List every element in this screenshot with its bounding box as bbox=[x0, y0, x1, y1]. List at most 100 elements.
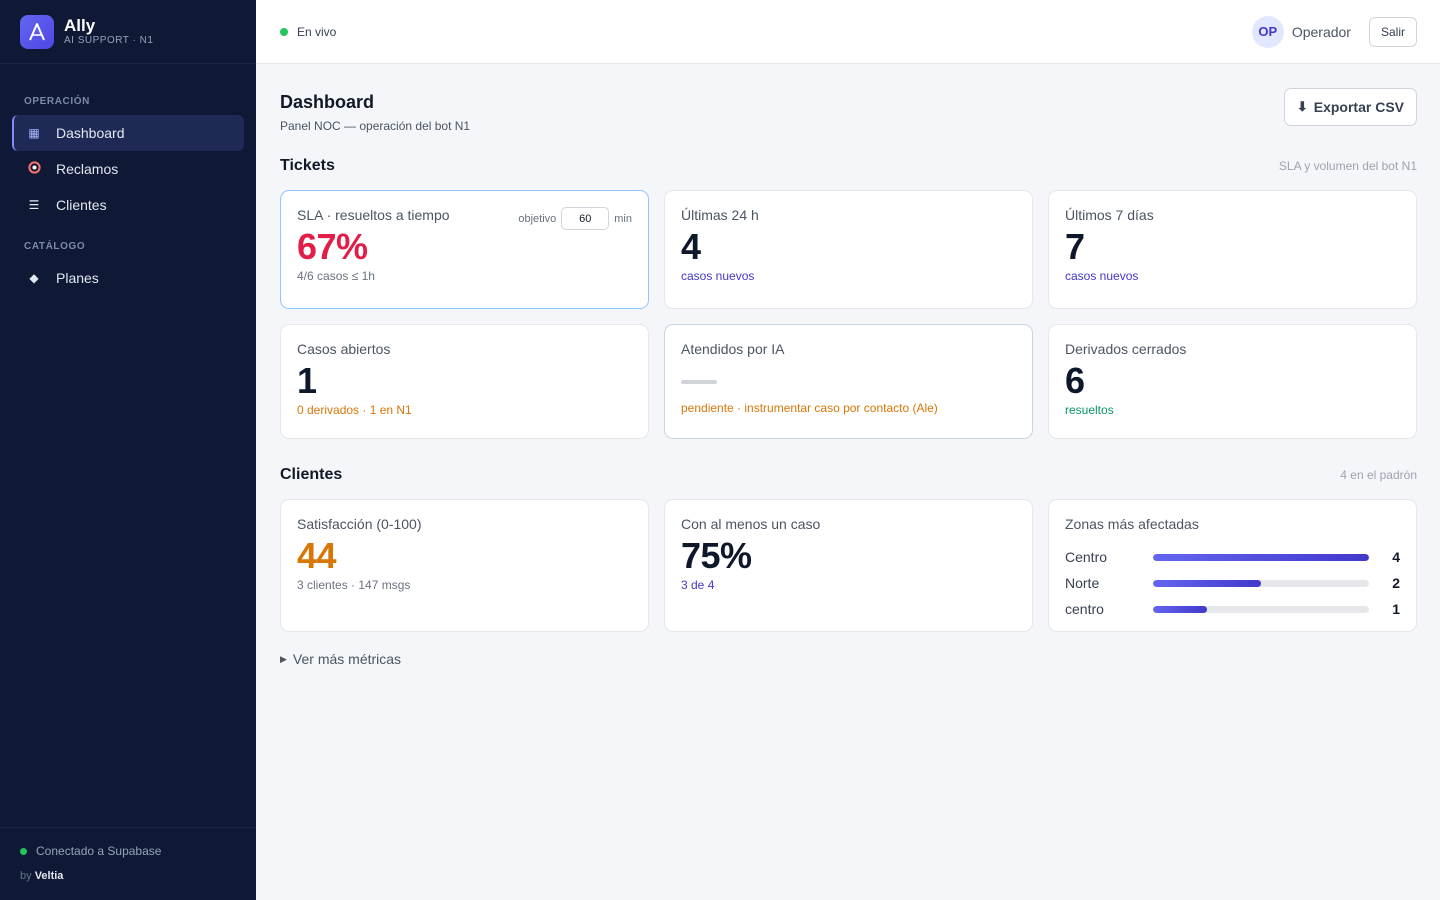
clients-grid: Satisfacción (0-100) 44 3 clientes · 147… bbox=[280, 499, 1417, 632]
sla-target-input[interactable] bbox=[561, 207, 610, 230]
ai-attended-card: Atendidos por IA pendiente · instrumenta… bbox=[664, 324, 1033, 439]
last-7d-card: Últimos 7 días 7 casos nuevos bbox=[1048, 190, 1417, 309]
closed-derived-value: 6 bbox=[1065, 360, 1085, 401]
satisfaction-card: Satisfacción (0-100) 44 3 clientes · 147… bbox=[280, 499, 649, 632]
section-meta-clientes: 4 en el padrón bbox=[1340, 468, 1417, 482]
sla-foot: 4/6 casos ≤ 1h bbox=[297, 269, 375, 283]
brand[interactable]: Ally AI SUPPORT · N1 bbox=[0, 0, 256, 64]
zone-bar bbox=[1153, 605, 1369, 613]
list-item: centro 1 bbox=[1065, 596, 1400, 622]
page-title: Dashboard bbox=[280, 92, 375, 112]
grid-icon: ▦ bbox=[28, 126, 40, 140]
last-24h-card: Últimas 24 h 4 casos nuevos bbox=[664, 190, 1033, 309]
card-label: Casos abiertos bbox=[297, 341, 391, 357]
with-case-foot: 3 de 4 bbox=[681, 578, 715, 592]
sidebar-item-planes[interactable]: ◆ Planes bbox=[12, 260, 244, 296]
card-label: Últimos 7 días bbox=[1065, 207, 1154, 223]
card-label: SLA · resueltos a tiempo bbox=[297, 207, 450, 223]
closed-derived-foot: resueltos bbox=[1065, 403, 1114, 417]
download-icon: ⬇ bbox=[1296, 99, 1308, 114]
diamond-icon: ◆ bbox=[29, 271, 39, 285]
sla-target: objetivo min bbox=[518, 207, 632, 230]
clients-section-header: Clientes 4 en el padrón bbox=[280, 463, 1417, 487]
brand-name: Ally bbox=[64, 15, 96, 35]
sidebar-item-label: Planes bbox=[56, 270, 99, 286]
tickets-grid: SLA · resueltos a tiempo objetivo min 67… bbox=[280, 190, 1417, 439]
caret-right-icon: ▶ bbox=[280, 653, 287, 664]
sidebar-footer: Conectado a Supabase by Veltia bbox=[0, 827, 256, 900]
zone-bar bbox=[1153, 579, 1369, 587]
nav-section-catalogo: CATÁLOGO bbox=[24, 241, 86, 252]
zone-name: Centro bbox=[1065, 549, 1108, 565]
section-meta-tickets: SLA y volumen del bot N1 bbox=[1278, 159, 1417, 173]
lifebuoy-icon bbox=[26, 161, 42, 177]
open-cases-value: 1 bbox=[297, 360, 317, 401]
content: Dashboard Panel NOC — operación del bot … bbox=[256, 64, 1440, 691]
sla-card: SLA · resueltos a tiempo objetivo min 67… bbox=[280, 190, 649, 309]
zone-bar-fill bbox=[1153, 553, 1369, 561]
ai-attended-foot: pendiente · instrumentar caso por contac… bbox=[681, 401, 938, 415]
more-metrics-toggle[interactable]: ▶ Ver más métricas bbox=[280, 651, 402, 667]
card-label: Atendidos por IA bbox=[681, 341, 785, 357]
live-dot-icon bbox=[280, 27, 288, 36]
open-cases-card: Casos abiertos 1 0 derivados · 1 en N1 bbox=[280, 324, 649, 439]
satisfaction-value: 44 bbox=[297, 535, 337, 576]
with-case-value: 75% bbox=[681, 535, 752, 576]
zone-count: 4 bbox=[1392, 549, 1400, 565]
open-cases-foot: 0 derivados · 1 en N1 bbox=[297, 403, 412, 417]
vendor-name: Veltia bbox=[34, 870, 64, 882]
sidebar: Ally AI SUPPORT · N1 OPERACIÓN ▦ Dashboa… bbox=[0, 0, 256, 900]
byline: by Veltia bbox=[20, 870, 64, 882]
list-item: Norte 2 bbox=[1065, 570, 1400, 596]
sidebar-item-label: Dashboard bbox=[56, 125, 125, 141]
sla-value: 67% bbox=[297, 226, 368, 267]
connection-status: Conectado a Supabase bbox=[36, 844, 162, 858]
connection-status-dot bbox=[20, 847, 27, 855]
sidebar-item-clientes[interactable]: ☰ Clientes bbox=[12, 187, 244, 223]
zone-bar bbox=[1153, 553, 1369, 561]
last-24h-foot: casos nuevos bbox=[681, 269, 755, 283]
zones-list: Centro 4 Norte 2 centro 1 bbox=[1065, 544, 1400, 622]
sidebar-item-label: Clientes bbox=[56, 197, 107, 213]
live-label: En vivo bbox=[297, 24, 337, 39]
last-7d-foot: casos nuevos bbox=[1065, 269, 1139, 283]
closed-derived-card: Derivados cerrados 6 resueltos bbox=[1048, 324, 1417, 439]
zone-bar-fill bbox=[1153, 605, 1207, 613]
page-subtitle: Panel NOC — operación del bot N1 bbox=[280, 119, 471, 133]
sidebar-item-dashboard[interactable]: ▦ Dashboard bbox=[12, 115, 244, 151]
card-label: Satisfacción (0-100) bbox=[297, 516, 422, 532]
sidebar-item-reclamos[interactable]: Reclamos bbox=[12, 151, 244, 187]
card-label: Con al menos un caso bbox=[681, 516, 821, 532]
zone-name: Norte bbox=[1065, 575, 1100, 591]
card-label: Zonas más afectadas bbox=[1065, 516, 1199, 532]
zone-name: centro bbox=[1065, 601, 1104, 617]
card-label: Últimas 24 h bbox=[681, 207, 759, 223]
with-case-card: Con al menos un caso 75% 3 de 4 bbox=[664, 499, 1033, 632]
zone-bar-fill bbox=[1153, 579, 1261, 587]
zones-card: Zonas más afectadas Centro 4 Norte 2 cen… bbox=[1048, 499, 1417, 632]
avatar[interactable]: OP bbox=[1251, 15, 1284, 48]
zone-count: 1 bbox=[1392, 601, 1400, 617]
user-menu: OP Operador Salir bbox=[1251, 15, 1417, 48]
card-label: Derivados cerrados bbox=[1065, 341, 1187, 357]
list-item: Centro 4 bbox=[1065, 544, 1400, 570]
satisfaction-foot: 3 clientes · 147 msgs bbox=[297, 578, 411, 592]
user-name: Operador bbox=[1291, 23, 1351, 40]
nav-section-operacion: OPERACIÓN bbox=[24, 96, 90, 107]
topbar: En vivo OP Operador Salir bbox=[256, 0, 1440, 64]
section-title-tickets: Tickets bbox=[280, 157, 335, 174]
brand-logo-icon bbox=[20, 14, 54, 49]
section-title-clientes: Clientes bbox=[280, 466, 343, 483]
brand-subtitle: AI SUPPORT · N1 bbox=[64, 34, 154, 46]
list-icon: ☰ bbox=[28, 198, 40, 212]
tickets-section-header: Tickets SLA y volumen del bot N1 bbox=[280, 154, 1417, 178]
live-indicator: En vivo bbox=[280, 25, 336, 39]
empty-value-placeholder bbox=[681, 380, 717, 384]
main-area: En vivo OP Operador Salir Dashboard Pane… bbox=[256, 0, 1440, 900]
last-7d-value: 7 bbox=[1065, 226, 1085, 267]
logout-button[interactable]: Salir bbox=[1368, 16, 1417, 47]
export-csv-button[interactable]: ⬇ Exportar CSV bbox=[1283, 88, 1417, 126]
zone-count: 2 bbox=[1392, 575, 1400, 591]
last-24h-value: 4 bbox=[681, 226, 701, 267]
sidebar-item-label: Reclamos bbox=[56, 161, 119, 177]
